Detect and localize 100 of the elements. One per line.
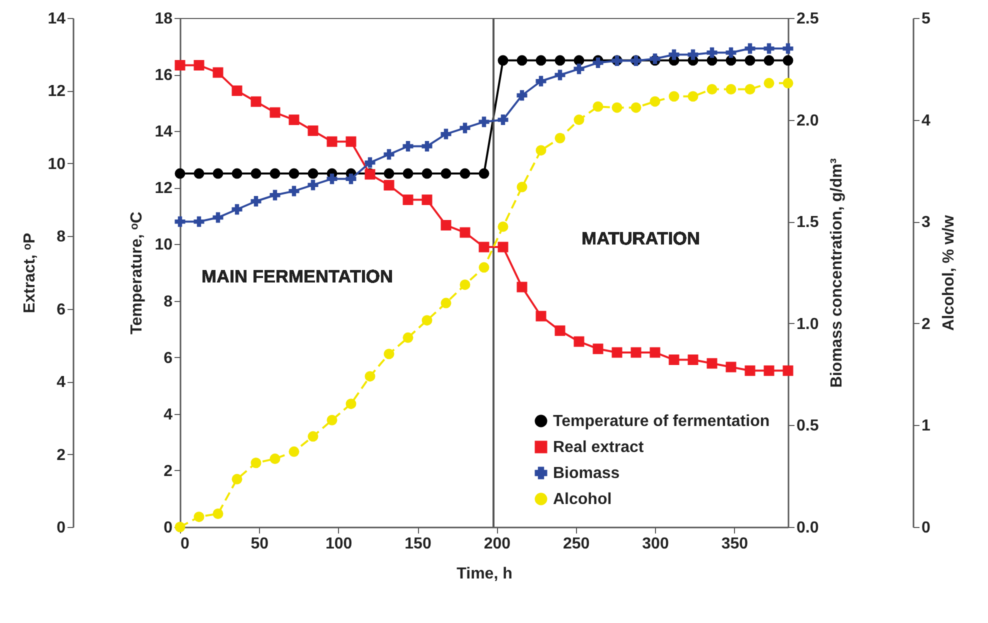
point [744, 365, 756, 376]
point [460, 122, 470, 134]
x-tick-label: 100 [325, 536, 352, 552]
point [612, 347, 622, 358]
y-tick-label: 2 [164, 462, 173, 480]
point [364, 371, 376, 382]
point [194, 216, 204, 227]
point [516, 282, 528, 292]
point [554, 325, 566, 336]
point [384, 348, 394, 360]
point [612, 102, 622, 113]
point [592, 58, 604, 68]
point [706, 84, 718, 94]
y-tick-label: 12 [154, 180, 173, 198]
y-tick-label: 0 [164, 520, 173, 536]
y2-tick-label: 2.0 [796, 112, 819, 130]
y3-axis-title: Extract, ᵒP [22, 232, 39, 314]
y3-tick-label: 2 [56, 446, 66, 464]
point [270, 107, 280, 118]
point [402, 194, 414, 206]
point [764, 78, 774, 88]
point [706, 47, 718, 58]
x-tick-label: 300 [642, 536, 669, 552]
y-axis-title: Alcohol, % w/w [940, 214, 958, 331]
x-axis-title: Time, h [456, 566, 512, 582]
y-tick-label: 16 [154, 67, 173, 84]
point [782, 78, 794, 88]
point [194, 512, 204, 522]
annotation: MAIN FERMENTATION [202, 266, 393, 287]
point [706, 358, 718, 369]
point [574, 114, 584, 126]
y-tick-label: 5 [922, 10, 930, 28]
y-tick-label: 8 [164, 293, 173, 310]
point [402, 141, 414, 152]
point [384, 149, 394, 160]
legend-label: Real extract [553, 439, 644, 456]
y-tick-label: 2 [922, 316, 930, 333]
legend-label: Biomass [553, 465, 620, 482]
y-tick-label: 0 [922, 520, 930, 536]
y-axis-title: Temperature, ᵒC [128, 211, 146, 334]
point [744, 43, 756, 54]
point [650, 96, 660, 107]
point [422, 141, 432, 152]
point [688, 354, 698, 365]
y2-tick-label: 1.5 [796, 214, 819, 232]
point [574, 336, 584, 347]
y3-tick-label: 0 [56, 520, 66, 536]
point [288, 446, 300, 457]
point [288, 114, 300, 126]
point [232, 474, 242, 484]
point [782, 43, 794, 54]
point [212, 67, 224, 78]
point [460, 227, 470, 238]
point [326, 136, 338, 147]
y2-tick-label: 2.5 [796, 10, 819, 28]
point [498, 114, 508, 126]
y-tick-label: 1 [922, 418, 930, 435]
point [440, 298, 452, 308]
point [536, 76, 546, 86]
point [726, 362, 736, 372]
point [288, 186, 300, 196]
point [194, 60, 204, 71]
point [422, 194, 432, 206]
point [174, 60, 186, 71]
point [478, 242, 490, 252]
point [668, 91, 680, 102]
point [668, 354, 680, 365]
point [688, 49, 698, 60]
legend-label: Temperature of fermentation [553, 413, 770, 430]
x-tick-label: 250 [562, 536, 590, 552]
point [212, 508, 224, 519]
y3-tick-label: 6 [56, 301, 66, 318]
point [764, 43, 774, 54]
point [212, 212, 224, 223]
point [250, 96, 262, 107]
point [554, 70, 566, 80]
point [384, 180, 394, 190]
y-tick-label: 3 [922, 214, 930, 232]
point [688, 91, 698, 102]
point [174, 216, 186, 227]
x-tick-label: 350 [721, 536, 748, 552]
y2-tick-label: 1.0 [796, 316, 819, 333]
point [232, 204, 242, 215]
x-tick-label: 50 [250, 536, 269, 552]
point [232, 85, 242, 96]
legend-label: Alcohol [553, 491, 612, 508]
point [536, 145, 546, 156]
point [270, 454, 280, 464]
point [460, 279, 470, 290]
annotation: MATURATION [582, 228, 700, 248]
point [326, 414, 338, 426]
point [440, 128, 452, 140]
point [744, 84, 756, 94]
point [346, 174, 356, 184]
point [516, 90, 528, 101]
y3-tick-label: 14 [48, 10, 66, 28]
y-tick-label: 14 [154, 124, 173, 141]
point [592, 101, 604, 112]
point [270, 190, 280, 200]
x-tick-label: 0 [180, 536, 190, 552]
